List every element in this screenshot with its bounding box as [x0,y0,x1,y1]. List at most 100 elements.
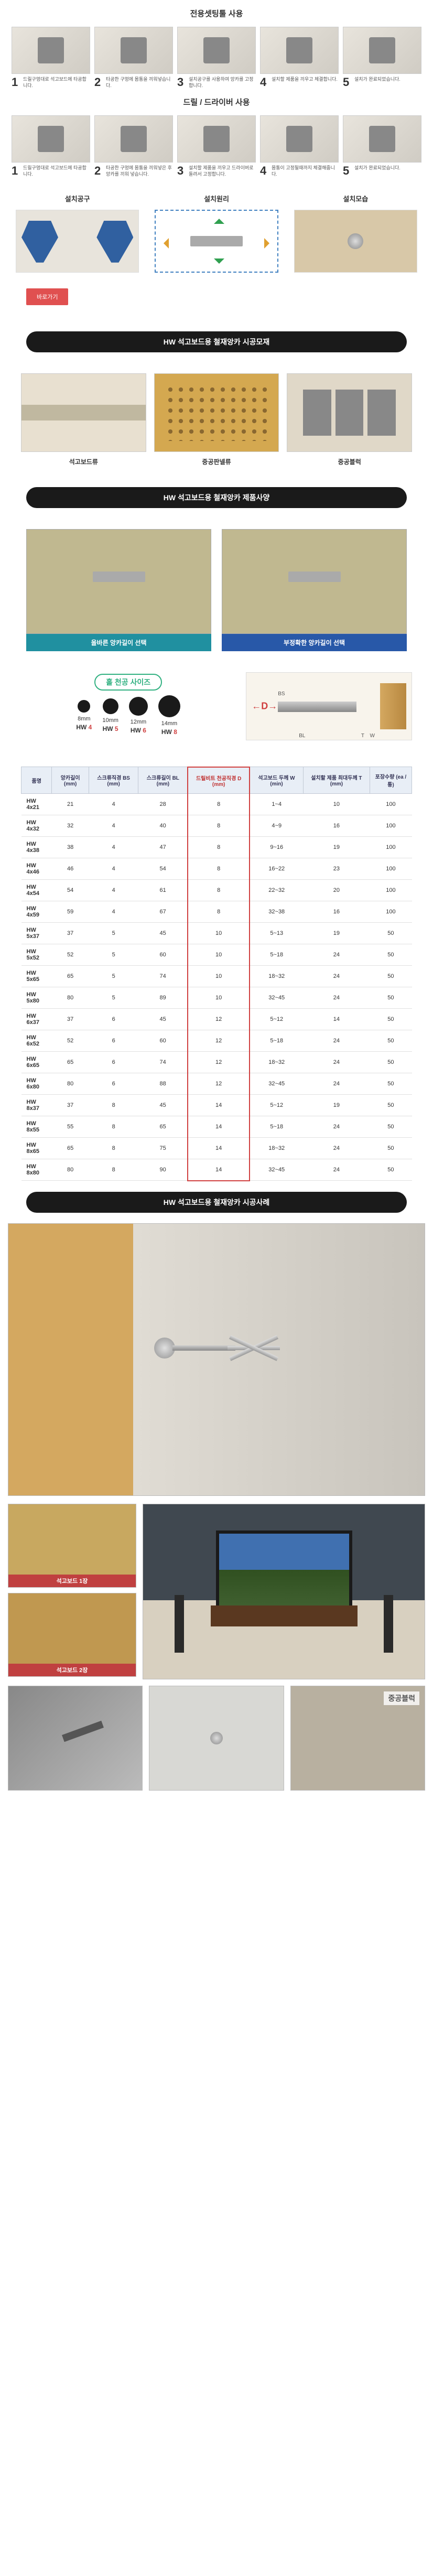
table-cell: HW 8x55 [21,1116,52,1138]
hole-item: 10mmHW 5 [102,698,118,732]
step-number: 5 [343,165,352,177]
case-board1-image: 석고보드 1장 [8,1504,136,1588]
table-cell: 50 [370,1009,412,1030]
table-cell: 100 [370,837,412,858]
compare-wrong: 부정확한 앙카길이 선택 [222,529,407,651]
table-cell: 28 [138,794,188,815]
table-row: HW 4x212142881~410100 [21,794,412,815]
table-cell: 100 [370,794,412,815]
step-image [343,115,421,163]
step-number: 2 [94,77,104,89]
table-cell: 14 [188,1095,250,1116]
table-cell: HW 6x52 [21,1030,52,1052]
step-card: 1드릴구멍대로 석고보드에 타공합니다. [12,115,90,177]
table-cell: 24 [303,966,370,987]
table-cell: 50 [370,1052,412,1073]
hole-mm: 14mm [158,720,180,727]
hole-circle-icon [78,700,90,713]
hole-section: 홀 천공 사이즈 8mmHW 410mmHW 512mmHW 614mmHW 8… [0,662,433,761]
case-board2-label: 석고보드 2장 [8,1664,136,1676]
table-cell: 12 [188,1052,250,1073]
material-row: 석고보드류 중공판넬류 중공블럭 [0,363,433,477]
info-label-principle: 설치원리 [155,193,278,203]
table-row: HW 6x3737645125~121450 [21,1009,412,1030]
table-row: HW 4x383844789~1619100 [21,837,412,858]
table-cell: 8 [89,1138,138,1159]
table-cell: 54 [52,880,89,901]
step-card: 5설치가 완료되었습니다. [343,115,421,177]
table-cell: 50 [370,1095,412,1116]
table-cell: 100 [370,858,412,880]
table-cell: 50 [370,1138,412,1159]
step-text: 설치할 제품을 끼우고 체결합니다. [272,77,338,88]
table-cell: 67 [138,901,188,923]
table-cell: HW 4x54 [21,880,52,901]
material-img-panel [154,373,279,452]
table-cell: 52 [52,944,89,966]
goto-button[interactable]: 바로가기 [26,288,68,305]
table-cell: 20 [303,880,370,901]
table-cell: 37 [52,1009,89,1030]
step-card: 4몸통이 고정될때까지 체결해줍니다. [260,115,339,177]
table-cell: 22~32 [250,880,303,901]
step-text: 설치공구를 사용하여 앙카를 고정합니다. [189,77,256,89]
table-cell: 6 [89,1052,138,1073]
table-cell: 5~18 [250,1116,303,1138]
table-cell: HW 5x65 [21,966,52,987]
table-header: 앙카길이 (mm) [52,767,89,794]
table-cell: 74 [138,966,188,987]
table-cell: 16 [303,901,370,923]
hole-hw: HW 8 [158,728,180,736]
table-row: HW 6x5252660125~182450 [21,1030,412,1052]
table-cell: 100 [370,815,412,837]
table-cell: 40 [138,815,188,837]
table-cell: 60 [138,1030,188,1052]
table-cell: 4 [89,815,138,837]
table-cell: 90 [138,1159,188,1181]
table-row: HW 8x5555865145~182450 [21,1116,412,1138]
table-cell: 46 [52,858,89,880]
step-text: 타공한 구멍에 몸통을 끼워넣습니다. [106,77,173,89]
table-cell: 32~38 [250,901,303,923]
steps-row-tool: 1드릴구멍대로 석고보드에 타공합니다.2타공한 구멍에 몸통을 끼워넣습니다.… [0,27,433,89]
hole-circle-icon [158,695,180,717]
compare-correct: 올바른 앙카길이 선택 [26,529,211,651]
table-cell: 24 [303,1073,370,1095]
info-col-tool: 설치공구 [16,193,139,273]
table-cell: 9~16 [250,837,303,858]
table-cell: 10 [188,987,250,1009]
table-cell: 100 [370,901,412,923]
table-cell: 19 [303,837,370,858]
table-cell: 32 [52,815,89,837]
table-cell: 50 [370,1030,412,1052]
table-cell: 14 [303,1009,370,1030]
table-cell: 23 [303,858,370,880]
table-cell: HW 4x21 [21,794,52,815]
hole-mm: 10mm [102,717,118,724]
table-cell: 10 [188,923,250,944]
table-header: 품명 [21,767,52,794]
diagram-d-label: ←D→ [252,700,277,712]
step-image [177,27,256,74]
hole-item: 14mmHW 8 [158,695,180,736]
case-block-image: 중공블럭 [290,1686,425,1791]
table-cell: HW 6x37 [21,1009,52,1030]
table-cell: 5~12 [250,1009,303,1030]
table-cell: 6 [89,1030,138,1052]
table-cell: 14 [188,1138,250,1159]
step-card: 5설치가 완료되었습니다. [343,27,421,89]
table-cell: 24 [303,987,370,1009]
table-cell: 45 [138,923,188,944]
hole-item: 8mmHW 4 [76,700,92,731]
table-cell: 32~45 [250,987,303,1009]
hole-circle-icon [103,698,118,714]
table-cell: 18~32 [250,1052,303,1073]
table-cell: 16~22 [250,858,303,880]
material-panel: 중공판넬류 [154,373,279,466]
table-cell: 14 [188,1159,250,1181]
hole-hw: HW 6 [129,727,148,734]
step-text: 설치가 완료되었습니다. [354,77,400,88]
table-cell: HW 8x37 [21,1095,52,1116]
info-row: 설치공구 설치원리 설치모습 [0,178,433,283]
banner-spec: HW 석고보드용 철재앙카 제품사양 [26,487,407,508]
